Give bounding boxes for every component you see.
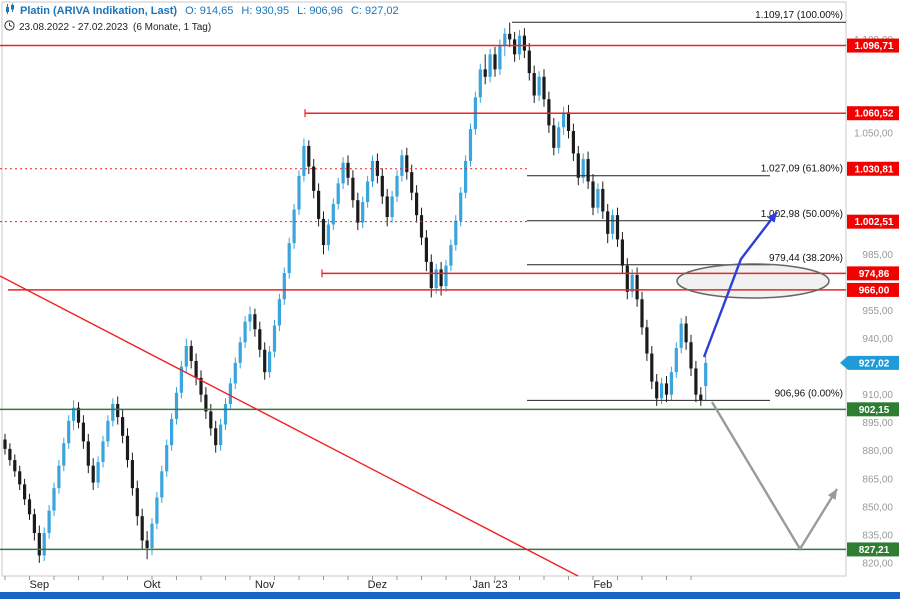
price-level-badge — [847, 282, 899, 297]
y-axis-tick-label: 910,00 — [862, 390, 893, 401]
candlestick-series — [3, 22, 708, 563]
chart-header: Platin (ARIVA Indikation, Last) O: 914,6… — [4, 3, 399, 34]
y-axis-tick-label: 985,00 — [862, 250, 893, 261]
y-axis-tick-label: 865,00 — [862, 474, 893, 485]
x-axis-month-label: Okt — [143, 579, 160, 591]
y-axis-tick-label: 940,00 — [862, 334, 893, 345]
y-axis-tick-label: 880,00 — [862, 446, 893, 457]
price-badge-text: 827,21 — [859, 545, 890, 556]
fib-level-label: 979,44 (38.20%) — [769, 253, 843, 264]
fibonacci-retracement[interactable]: 1.109,17 (100.00%) 1.027,09 (61.80%) 1.002… — [512, 10, 846, 401]
horizontal-lines[interactable] — [0, 44, 846, 551]
price-level-badge — [847, 161, 899, 176]
date-range: 23.08.2022 - 27.02.2023 — [19, 21, 128, 33]
x-axis-labels: Sep Okt Nov Dez Jan '23 Feb — [4, 576, 692, 591]
fib-level-label: 906,96 (0.00%) — [775, 388, 843, 399]
y-axis-labels: 1.100,001.050,00985,00955,00940,00910,00… — [854, 35, 893, 570]
plot-border — [1, 1, 847, 577]
price-badge-text: 974,86 — [859, 269, 890, 280]
instrument-icon — [4, 3, 16, 18]
y-axis-tick-label: 820,00 — [862, 558, 893, 569]
x-axis-month-label: Jan '23 — [473, 579, 508, 591]
price-badge-text: 1.002,51 — [855, 217, 894, 228]
x-axis-month-label: Feb — [593, 579, 612, 591]
x-axis-month-label: Nov — [255, 579, 275, 591]
pullback-arrow-gray-head — [827, 489, 837, 500]
fib-level-label: 1.109,17 (100.00%) — [755, 10, 843, 21]
ohlc-close: C: 927,02 — [350, 4, 399, 17]
projection-arrow-blue[interactable] — [702, 211, 778, 358]
x-axis-month-label: Dez — [368, 579, 388, 591]
y-axis-tick-label: 895,00 — [862, 418, 893, 429]
price-badge-text: 1.030,81 — [855, 164, 894, 175]
price-level-badge — [847, 106, 899, 121]
ohlc-high: H: 930,95 — [241, 4, 290, 17]
fib-level-label: 1.002,98 (50.00%) — [761, 209, 843, 220]
price-badge-text: 1.096,71 — [855, 41, 894, 52]
y-axis-tick-label: 835,00 — [862, 530, 893, 541]
ohlc-low: L: 906,96 — [297, 4, 343, 17]
price-level-badge — [847, 542, 899, 557]
pullback-arrow-gray[interactable] — [710, 401, 839, 552]
y-axis-tick-label: 850,00 — [862, 502, 893, 513]
price-badge-text: 927,02 — [859, 358, 890, 369]
price-badge-text: 966,00 — [859, 285, 890, 296]
resistance-zone-ellipse[interactable] — [676, 263, 830, 299]
instrument-title: Platin (ARIVA Indikation, Last) — [20, 4, 178, 17]
ohlc-open: O: 914,65 — [185, 4, 234, 17]
clock-icon — [4, 20, 15, 34]
x-axis-month-label: Sep — [30, 579, 50, 591]
timeframe-label: (6 Monate, 1 Tag) — [132, 21, 212, 33]
price-level-badge — [847, 214, 899, 229]
price-badge-text: 902,15 — [859, 405, 890, 416]
projection-arrow-blue-head — [767, 212, 777, 223]
y-axis-tick-label: 955,00 — [862, 306, 893, 317]
price-badge-text: 1.060,52 — [855, 109, 894, 120]
fib-level-label: 1.027,09 (61.80%) — [761, 164, 843, 175]
price-level-badge — [847, 402, 899, 417]
price-level-badge — [847, 266, 899, 281]
current-price-badge — [840, 355, 899, 370]
price-axis-badges: 1.096,71 1.060,52 1.030,81 1.002,51 974,86 96… — [840, 38, 899, 557]
descending-trendline[interactable] — [0, 275, 579, 577]
price-level-badge — [847, 38, 899, 53]
y-axis-tick-label: 1.050,00 — [854, 128, 893, 139]
window-bottom-edge — [0, 592, 900, 599]
